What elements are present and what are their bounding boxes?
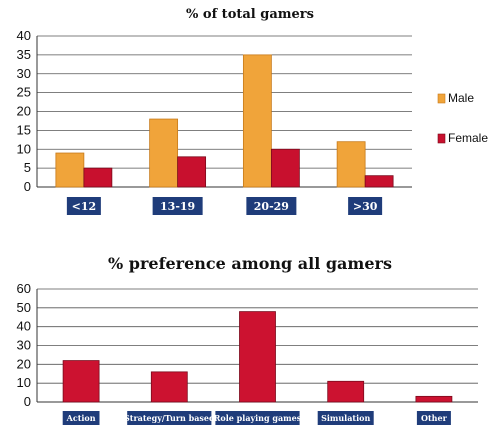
y-tick-label: 25 xyxy=(17,85,31,100)
y-tick-label: 0 xyxy=(24,179,31,194)
bar-male-13-19 xyxy=(149,118,179,188)
y-tick-label: 40 xyxy=(17,28,31,43)
chart-title: % of total gamers xyxy=(186,7,314,22)
y-tick-label: 15 xyxy=(17,122,31,137)
bar-simulation xyxy=(327,380,365,403)
bar-male-30 xyxy=(336,141,366,188)
x-tick-label: Action xyxy=(66,413,96,423)
bar-male-20-29 xyxy=(242,54,272,188)
y-tick-label: 0 xyxy=(24,394,31,409)
category-label-bg xyxy=(317,411,374,425)
y-tick-label: 20 xyxy=(17,356,31,371)
bar-strategy-turn-based xyxy=(150,371,188,403)
y-tick-label: 35 xyxy=(17,47,31,62)
x-tick-label: 13-19 xyxy=(160,200,195,213)
x-tick-label: 20-29 xyxy=(254,200,289,213)
bar-male-12 xyxy=(55,152,85,188)
category-label-bg xyxy=(215,411,300,425)
legend-label-female: Female xyxy=(448,131,488,145)
y-tick-label: 20 xyxy=(17,104,31,119)
category-label-bg xyxy=(152,197,203,215)
category-label-bg xyxy=(127,411,212,425)
y-tick-label: 40 xyxy=(17,319,31,334)
x-tick-label: Other xyxy=(421,413,448,423)
chart-gamers-by-age: % of total gamers 0 5 10 15 20 25 30 35 40 <12 13-1… xyxy=(17,7,488,215)
y-tick-label: 30 xyxy=(17,66,31,81)
x-tick-label: Role playing games xyxy=(214,413,302,423)
y-tick-label: 5 xyxy=(24,160,31,175)
chart-title: % preference among all gamers xyxy=(108,254,392,273)
y-tick-label: 30 xyxy=(17,338,31,353)
x-tick-label: Strategy/Turn based xyxy=(124,413,215,423)
x-tick-label: >30 xyxy=(353,200,378,213)
bar-female-30 xyxy=(364,175,394,188)
bar-female-20-29 xyxy=(270,148,300,188)
x-tick-label: <12 xyxy=(72,200,97,213)
y-tick-label: 10 xyxy=(17,141,31,156)
category-label-bg xyxy=(66,197,101,215)
y-tick-label: 10 xyxy=(17,375,31,390)
bar-action xyxy=(62,360,100,403)
bar-other xyxy=(415,395,453,403)
category-label-bg xyxy=(416,411,451,425)
legend-label-male: Male xyxy=(448,91,474,105)
x-tick-label: Simulation xyxy=(321,413,370,423)
bar-role-playing-games xyxy=(239,311,276,403)
legend-swatch-female xyxy=(437,133,446,144)
y-tick-label: 60 xyxy=(17,281,31,296)
category-label-bg xyxy=(62,411,100,425)
bar-female-13-19 xyxy=(177,156,207,188)
legend-swatch-male xyxy=(437,93,446,104)
bar-female-12 xyxy=(83,167,113,188)
category-label-bg xyxy=(348,197,383,215)
y-tick-label: 50 xyxy=(17,300,31,315)
category-label-bg xyxy=(246,197,297,215)
chart-genre-preference: % preference among all gamers 0 10 20 30 40 50… xyxy=(17,254,478,425)
